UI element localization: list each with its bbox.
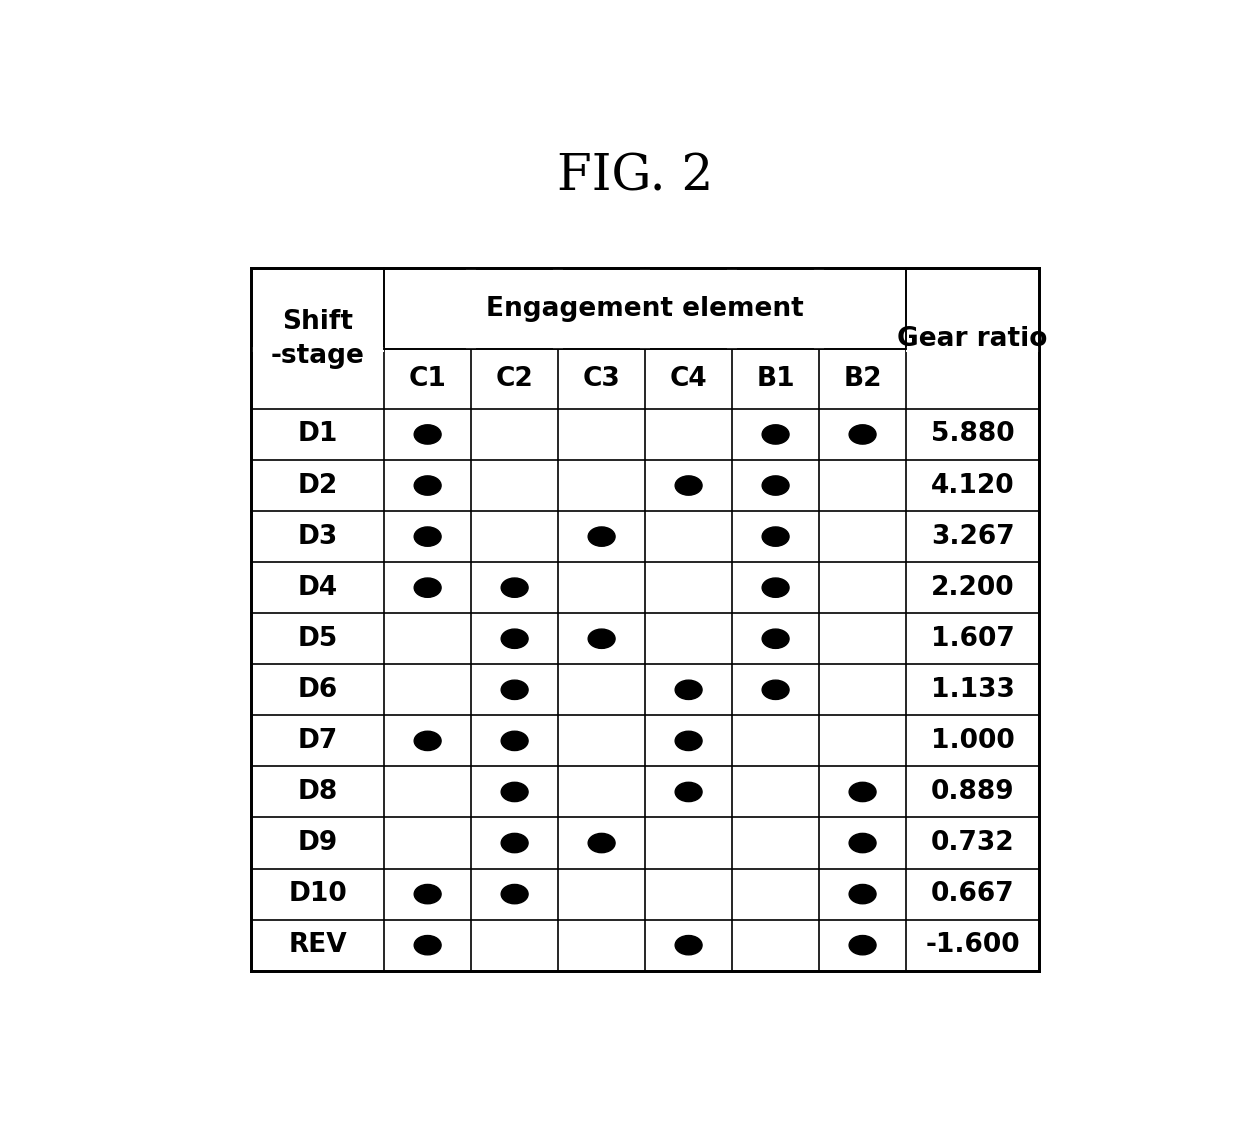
Ellipse shape	[763, 578, 789, 597]
Bar	[466, 268, 476, 349]
Text: B1: B1	[756, 366, 795, 392]
Text: B2: B2	[843, 366, 882, 392]
Ellipse shape	[414, 578, 441, 597]
Ellipse shape	[675, 475, 702, 495]
Bar	[640, 268, 650, 349]
Text: D1: D1	[298, 422, 337, 448]
Text: 4.120: 4.120	[931, 472, 1014, 498]
Bar	[250, 269, 1039, 971]
Text: 5.880: 5.880	[931, 422, 1014, 448]
Bar	[906, 347, 1039, 352]
Ellipse shape	[414, 475, 441, 495]
Text: FIG. 2: FIG. 2	[557, 152, 714, 201]
Text: Shift
-stage: Shift -stage	[270, 309, 365, 368]
Ellipse shape	[849, 782, 875, 801]
Ellipse shape	[414, 425, 441, 445]
Text: 3.267: 3.267	[931, 523, 1014, 549]
Text: Gear ratio: Gear ratio	[898, 326, 1048, 352]
Ellipse shape	[501, 782, 528, 801]
Text: C2: C2	[496, 366, 533, 392]
Text: C1: C1	[409, 366, 446, 392]
Text: D7: D7	[298, 727, 337, 754]
Text: -1.600: -1.600	[925, 933, 1021, 959]
Ellipse shape	[414, 731, 441, 750]
Ellipse shape	[501, 833, 528, 853]
Text: 1.133: 1.133	[931, 677, 1014, 703]
Text: C4: C4	[670, 366, 707, 392]
Ellipse shape	[501, 681, 528, 700]
Text: D9: D9	[298, 830, 337, 856]
Text: D3: D3	[298, 523, 337, 549]
Ellipse shape	[414, 885, 441, 904]
Ellipse shape	[763, 629, 789, 649]
Ellipse shape	[763, 681, 789, 700]
Ellipse shape	[849, 885, 875, 904]
Ellipse shape	[414, 527, 441, 546]
Ellipse shape	[675, 936, 702, 955]
Ellipse shape	[501, 885, 528, 904]
Bar	[553, 268, 563, 349]
Ellipse shape	[675, 731, 702, 750]
Text: D6: D6	[298, 677, 337, 703]
Text: 0.889: 0.889	[931, 779, 1014, 805]
Text: C3: C3	[583, 366, 620, 392]
Ellipse shape	[675, 782, 702, 801]
Text: D5: D5	[298, 626, 337, 652]
Text: D4: D4	[298, 575, 337, 601]
Ellipse shape	[588, 833, 615, 853]
Ellipse shape	[763, 527, 789, 546]
Text: 1.000: 1.000	[931, 727, 1014, 754]
Text: 2.200: 2.200	[931, 575, 1014, 601]
Ellipse shape	[763, 475, 789, 495]
Text: 0.732: 0.732	[931, 830, 1014, 856]
Ellipse shape	[501, 731, 528, 750]
Text: D10: D10	[288, 881, 347, 907]
Ellipse shape	[849, 425, 875, 445]
Text: D2: D2	[298, 472, 337, 498]
Text: Engagement element: Engagement element	[486, 296, 804, 321]
Ellipse shape	[763, 425, 789, 445]
Text: 0.667: 0.667	[931, 881, 1014, 907]
Text: D8: D8	[298, 779, 337, 805]
Bar	[250, 347, 384, 352]
Ellipse shape	[501, 578, 528, 597]
Text: REV: REV	[289, 933, 347, 959]
Text: 1.607: 1.607	[931, 626, 1014, 652]
Ellipse shape	[849, 936, 875, 955]
Ellipse shape	[588, 527, 615, 546]
Ellipse shape	[675, 681, 702, 700]
Ellipse shape	[414, 936, 441, 955]
Ellipse shape	[849, 833, 875, 853]
Ellipse shape	[588, 629, 615, 649]
Bar	[728, 268, 737, 349]
Bar	[815, 268, 823, 349]
Ellipse shape	[501, 629, 528, 649]
